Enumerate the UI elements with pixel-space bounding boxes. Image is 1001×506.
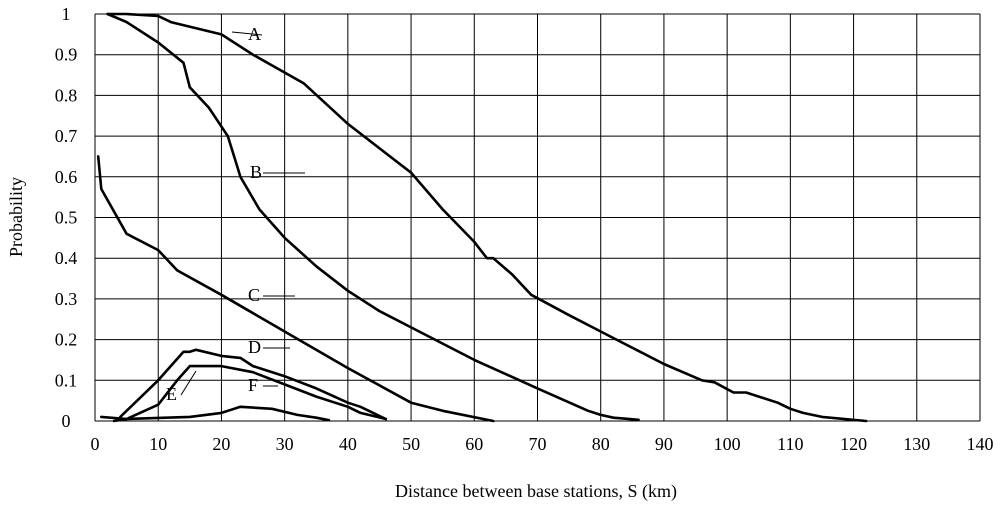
curve-label-a: A xyxy=(248,24,261,44)
y-tick-label: 0.5 xyxy=(55,208,78,228)
x-tick-label: 10 xyxy=(149,434,167,454)
x-tick-label: 130 xyxy=(903,434,930,454)
x-axis-label: Distance between base stations, S (km) xyxy=(395,481,677,502)
series-line-b xyxy=(106,12,640,422)
y-tick-label: 0.3 xyxy=(55,289,78,309)
curve-label-layer: A B C D E F xyxy=(166,24,305,404)
x-tick-label: 140 xyxy=(967,434,994,454)
x-tick-label: 70 xyxy=(529,434,547,454)
series-line-f xyxy=(100,405,331,422)
y-tick-label: 0 xyxy=(62,411,71,431)
leader-line-a xyxy=(231,31,263,36)
x-tick-label: 20 xyxy=(212,434,230,454)
x-tick-label: 60 xyxy=(465,434,483,454)
series-line-d xyxy=(119,348,388,421)
x-tick-label: 110 xyxy=(777,434,803,454)
x-tick-label: 120 xyxy=(840,434,867,454)
leader-line-e xyxy=(180,370,197,396)
y-tick-labels: 0 0.1 0.2 0.3 0.4 0.5 0.6 0.7 0.8 0.9 1 xyxy=(55,4,78,431)
x-tick-label: 30 xyxy=(276,434,294,454)
curve-label-d: D xyxy=(248,337,261,357)
x-tick-label: 50 xyxy=(402,434,420,454)
x-tick-labels: 0 10 20 30 40 50 60 70 80 90 100 110 120 130 140 xyxy=(91,434,994,454)
series-line-e xyxy=(112,364,388,423)
y-tick-label: 0.9 xyxy=(55,45,78,65)
y-tick-label: 0.2 xyxy=(55,330,78,350)
series-line-c xyxy=(96,155,495,423)
x-tick-label: 100 xyxy=(714,434,741,454)
x-tick-label: 80 xyxy=(592,434,610,454)
y-tick-label: 0.4 xyxy=(55,248,78,268)
x-tick-label: 40 xyxy=(339,434,357,454)
x-tick-label: 90 xyxy=(655,434,673,454)
curve-label-e: E xyxy=(166,384,177,404)
x-tick-label: 0 xyxy=(91,434,100,454)
curve-label-b: B xyxy=(250,162,262,182)
y-tick-label: 0.1 xyxy=(55,370,78,390)
series-line-a xyxy=(106,12,868,423)
curve-label-f: F xyxy=(248,375,258,395)
grid-layer xyxy=(94,13,981,422)
y-axis-label: Probability xyxy=(6,177,26,257)
y-tick-label: 0.6 xyxy=(55,167,78,187)
curve-label-c: C xyxy=(248,285,260,305)
y-tick-label: 0.7 xyxy=(55,126,78,146)
y-tick-label: 1 xyxy=(62,4,71,24)
series-layer xyxy=(96,12,868,423)
y-tick-label: 0.8 xyxy=(55,85,78,105)
